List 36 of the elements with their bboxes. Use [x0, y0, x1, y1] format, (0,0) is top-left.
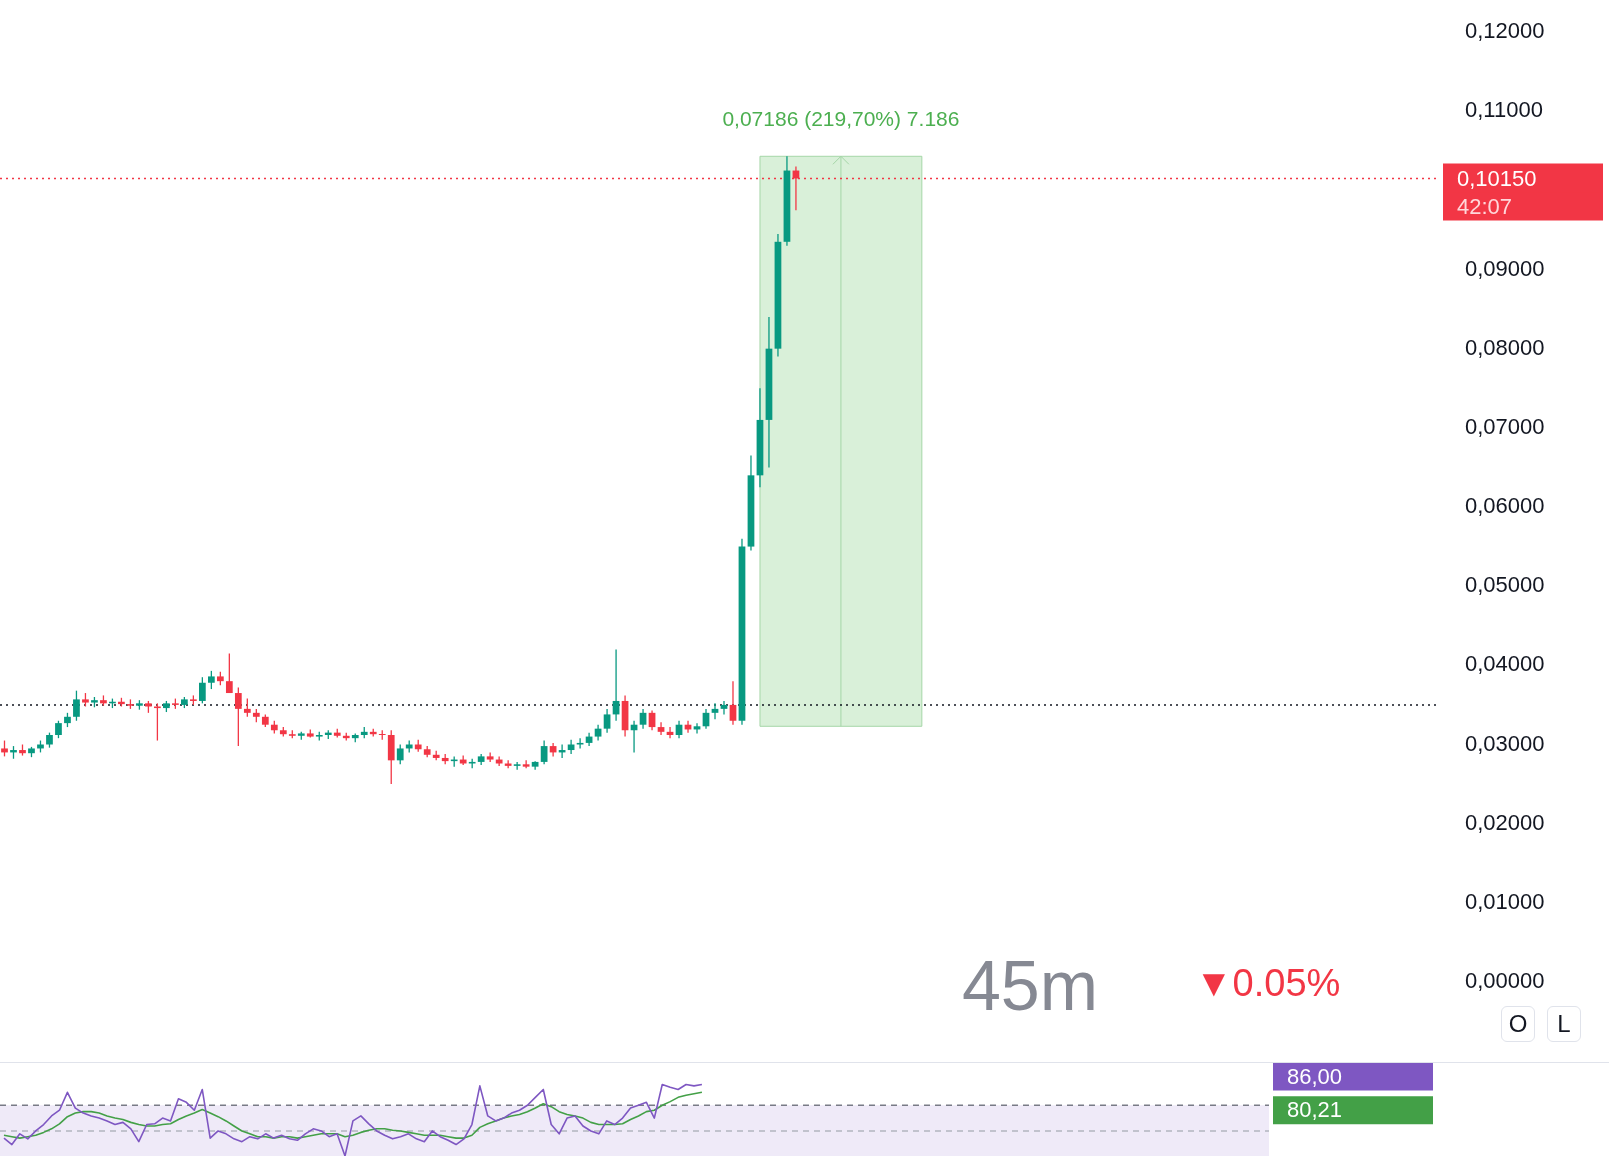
y-tick-label: 0,04000: [1465, 651, 1545, 677]
y-tick-label: 0,02000: [1465, 809, 1545, 835]
candlestick: [522, 759, 530, 769]
ref-line-label: 0,10150: [1457, 165, 1537, 191]
y-tick-label: 0,08000: [1465, 334, 1545, 360]
candlestick: [729, 680, 737, 726]
candlestick: [234, 686, 242, 747]
y-tick-label: 0,03000: [1465, 730, 1545, 756]
y-tick-label: 0,09000: [1465, 255, 1545, 281]
candlestick: [576, 737, 584, 750]
candlestick: [603, 708, 611, 734]
candlestick: [513, 761, 521, 771]
candlestick: [540, 739, 548, 765]
text: 80,21: [1287, 1097, 1343, 1123]
text: 42:07: [1457, 193, 1513, 219]
annotation: 0,07186 (219,70%) 7.186: [722, 106, 960, 130]
y-tick-label: 0,12000: [1465, 18, 1545, 44]
toggle-button[interactable]: L: [1547, 1006, 1581, 1042]
candlestick: [396, 743, 404, 765]
candlestick: [243, 697, 251, 718]
y-tick-label: 0,05000: [1465, 572, 1545, 598]
candlestick: [657, 721, 665, 736]
y-tick-label: 0,07000: [1465, 413, 1545, 439]
text: ▼0.05%: [1195, 962, 1341, 1004]
candlestick: [639, 708, 647, 730]
candlestick: [225, 652, 233, 694]
y-tick-label: 0,01000: [1465, 888, 1545, 914]
candlestick: [73, 690, 80, 722]
candlestick: [207, 670, 215, 690]
y-tick-label: 0,11000: [1465, 97, 1543, 123]
toggle-button[interactable]: O: [1501, 1006, 1535, 1042]
y-tick-label: 0,06000: [1465, 493, 1545, 519]
y-tick-label: 0,00000: [1465, 968, 1545, 994]
text: 45m: [961, 947, 1099, 1025]
candlestick: [198, 676, 206, 704]
text: 86,00: [1287, 1063, 1343, 1089]
